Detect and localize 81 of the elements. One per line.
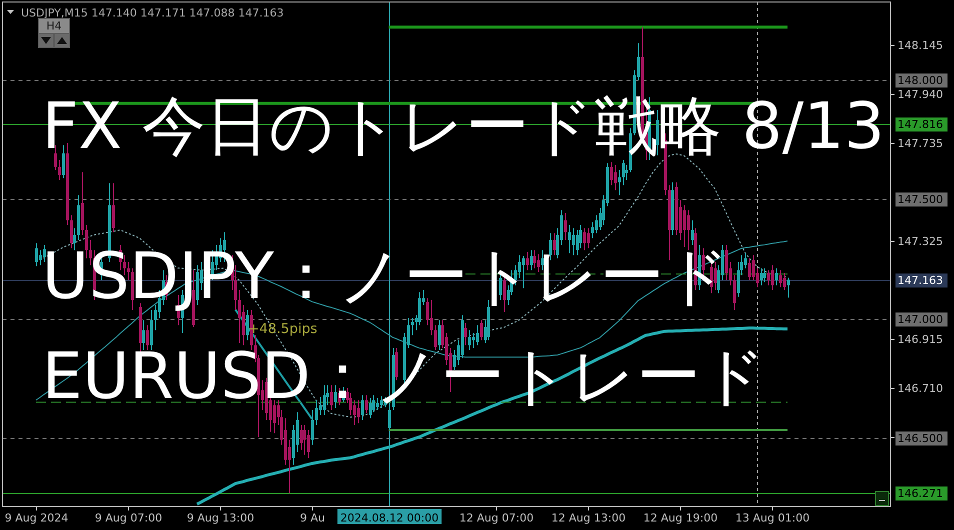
y-tick-label: 148.145 xyxy=(898,39,943,52)
x-tick-label: 12 Aug 07:00 xyxy=(459,512,534,524)
candlestick xyxy=(748,258,751,281)
candlestick xyxy=(112,182,115,233)
candlestick xyxy=(146,324,149,350)
candlestick xyxy=(533,250,536,269)
ref-line-label: 147.816 xyxy=(898,118,943,131)
x-tick-label: 2024.08.12 00:00 xyxy=(340,512,439,524)
candlestick xyxy=(43,244,46,263)
candlestick xyxy=(127,262,130,281)
candlestick xyxy=(73,228,76,251)
ref-line-label: 147.500 xyxy=(898,193,943,206)
candlestick xyxy=(595,214,598,234)
candlestick xyxy=(464,322,467,346)
y-tick-label: 147.735 xyxy=(898,137,943,150)
candlestick xyxy=(526,251,529,271)
ref-line-label: 146.271 xyxy=(898,487,943,500)
candlestick xyxy=(787,277,790,298)
candlestick xyxy=(411,317,414,336)
candlestick xyxy=(142,320,145,350)
ref-line-label: 146.500 xyxy=(898,432,943,445)
candlestick xyxy=(58,159,61,181)
candlestick xyxy=(303,424,306,456)
candlestick xyxy=(564,212,567,241)
candlestick xyxy=(537,254,540,273)
candlestick xyxy=(514,264,517,286)
candlestick xyxy=(783,272,786,290)
x-tick-label: 12 Aug 13:00 xyxy=(551,512,626,524)
y-tick-label: 146.915 xyxy=(898,333,943,346)
candlestick xyxy=(426,298,429,326)
chart-subtitle: USDJPY,M15 147.140 147.171 147.088 147.163 xyxy=(21,6,284,20)
candlestick xyxy=(683,204,686,248)
candlestick xyxy=(614,164,617,191)
ref-line-label: 148.000 xyxy=(898,74,943,87)
x-tick-label: 9 Aug 07:00 xyxy=(94,512,162,524)
candlestick xyxy=(39,250,42,266)
candlestick xyxy=(307,430,310,458)
candlestick xyxy=(587,228,590,249)
candlestick xyxy=(691,220,694,246)
candlestick xyxy=(610,162,613,186)
candlestick xyxy=(767,270,770,286)
candlestick xyxy=(476,324,479,346)
candlestick xyxy=(771,264,774,290)
candlestick xyxy=(430,300,433,336)
x-tick-label: 9 Aug 13:00 xyxy=(186,512,254,524)
annotation: H4 xyxy=(46,20,62,32)
x-tick-label: 9 Aug 2024 xyxy=(4,512,68,524)
candlestick xyxy=(583,228,586,251)
candlestick xyxy=(553,232,556,256)
candlestick xyxy=(480,320,483,341)
x-tick-label: 9 Au xyxy=(300,512,325,524)
x-tick-label: 12 Aug 19:00 xyxy=(643,512,718,524)
candlestick xyxy=(591,222,594,239)
candlestick xyxy=(733,274,736,311)
candlestick xyxy=(752,254,755,281)
candlestick xyxy=(123,254,126,276)
candlestick xyxy=(35,242,38,267)
y-tick-label: 147.325 xyxy=(898,235,943,248)
y-tick-label: 147.940 xyxy=(898,88,943,101)
candlestick xyxy=(779,270,782,288)
candlestick xyxy=(530,250,533,271)
candlestick xyxy=(572,228,575,256)
candlestick xyxy=(744,252,747,269)
candlestick xyxy=(522,256,525,289)
ref-line-label: 147.000 xyxy=(898,313,943,326)
candlestick xyxy=(576,229,579,256)
candlestick xyxy=(568,224,571,254)
candlestick xyxy=(518,254,521,279)
candlestick xyxy=(622,159,625,186)
candlestick xyxy=(763,268,766,283)
candlestick xyxy=(687,210,690,251)
candlestick xyxy=(625,164,628,181)
candlestick xyxy=(418,292,421,326)
candlestick xyxy=(273,400,276,434)
candlestick xyxy=(760,268,763,286)
y-tick-label: 146.710 xyxy=(898,382,943,395)
candlestick xyxy=(618,170,621,196)
x-tick-label: 13 Aug 01:00 xyxy=(735,512,810,524)
candlestick xyxy=(775,268,778,286)
candlestick xyxy=(70,214,73,249)
ref-line-label: 147.163 xyxy=(898,274,943,287)
